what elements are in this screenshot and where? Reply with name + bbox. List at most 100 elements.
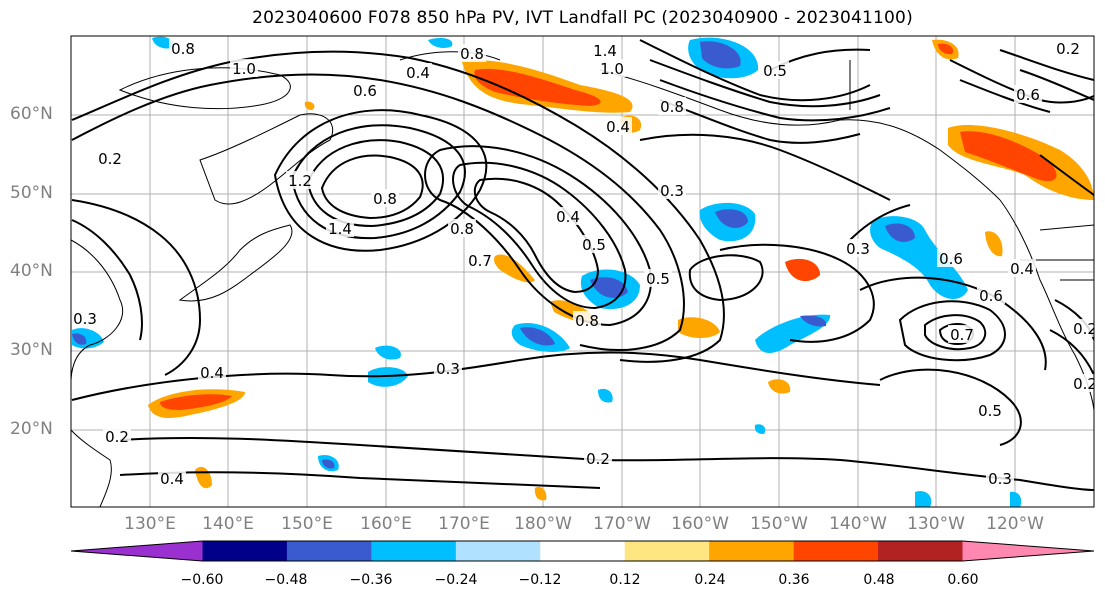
- contour-label-bg: [761, 61, 789, 79]
- contour-label-bg: [351, 81, 379, 99]
- contour-label: 0.3: [846, 240, 870, 258]
- shade-patch: [960, 131, 1057, 182]
- contour-label-bg: [71, 309, 99, 327]
- contour-label: 0.3: [660, 182, 684, 200]
- shade-patch: [915, 490, 932, 507]
- contour-label: 0.8: [450, 220, 474, 238]
- lon-label: 150°W: [750, 514, 808, 534]
- contour-label: 0.2: [105, 428, 129, 446]
- lon-label: 130°E: [124, 514, 176, 534]
- contour-label: 0.2: [98, 150, 122, 168]
- contour-label-bg: [371, 189, 399, 207]
- shade-patch: [375, 345, 401, 360]
- lon-label: 140°E: [202, 514, 254, 534]
- contour-label-bg: [573, 311, 601, 329]
- gridlines: [71, 36, 1094, 507]
- contour-label: 0.8: [460, 45, 484, 63]
- colorbar-segment: [962, 541, 1094, 561]
- shade-patch: [72, 333, 87, 345]
- contour-labels: 0.81.0 0.40.61.41.0 0.50.80.60.40.80.21.21…: [71, 39, 1097, 488]
- shade-patch: [1010, 491, 1022, 507]
- contour-label: 0.3: [436, 360, 460, 378]
- contour-label-bg: [434, 359, 462, 377]
- colorbar-tick-label: 0.12: [609, 572, 641, 588]
- lon-label: 170°W: [593, 514, 651, 534]
- lon-label: 160°W: [671, 514, 729, 534]
- contour-label: 0.2: [586, 450, 610, 468]
- lon-label: 160°E: [360, 514, 412, 534]
- shade-patch: [304, 101, 315, 110]
- contour-label-bg: [986, 469, 1014, 487]
- contour-label-bg: [404, 63, 432, 81]
- contour-label: 0.3: [73, 310, 97, 328]
- contour-label-bg: [103, 427, 131, 445]
- shade-patch: [715, 209, 748, 228]
- contour-label: 1.4: [328, 220, 352, 238]
- contour-label: 0.2: [1056, 40, 1080, 58]
- contour-label: 0.6: [353, 82, 377, 100]
- colorbar-segment: [71, 541, 203, 561]
- shade-patch: [520, 327, 555, 346]
- contour-label: 0.5: [646, 270, 670, 288]
- shade-patch: [678, 317, 720, 338]
- shade-patch: [160, 394, 232, 410]
- shade-patch: [428, 38, 453, 48]
- contour-label-bg: [844, 239, 872, 257]
- colorbar-segment: [878, 541, 964, 561]
- contour-label-bg: [1054, 39, 1082, 57]
- shade-patch: [322, 459, 335, 469]
- contour-label: 0.8: [171, 40, 195, 58]
- contour-label-bg: [1071, 374, 1094, 392]
- contour-label: 0.4: [556, 208, 580, 226]
- contour-label: 0.2: [1073, 375, 1097, 393]
- lon-label: 130°W: [907, 514, 965, 534]
- shade-patch: [534, 486, 547, 501]
- contour-label-bg: [448, 219, 476, 237]
- colorbar: [70, 540, 1095, 562]
- contour-label-bg: [598, 59, 626, 77]
- contour-label: 0.3: [988, 470, 1012, 488]
- lon-label: 120°W: [986, 514, 1044, 534]
- contour-label-bg: [1071, 319, 1094, 337]
- contour-label: 1.0: [232, 60, 256, 78]
- contour-label-bg: [591, 41, 619, 59]
- lat-label: 60°N: [10, 104, 53, 124]
- colorbar-tick-label: 0.60: [947, 572, 979, 588]
- contour-label: 0.5: [582, 236, 606, 254]
- contour-label: 0.8: [373, 190, 397, 208]
- lon-label: 170°E: [438, 514, 490, 534]
- shade-patch: [700, 41, 741, 69]
- contour-label: 0.4: [1010, 260, 1034, 278]
- lon-label: 180°W: [514, 514, 572, 534]
- contour-label: 0.5: [978, 402, 1002, 420]
- colorbar-tick-label: −0.48: [264, 572, 308, 588]
- contour-label-bg: [1014, 85, 1042, 103]
- colorbar-segment: [709, 541, 795, 561]
- colorbar-tick-label: 0.36: [778, 572, 810, 588]
- contour-label: 0.4: [406, 64, 430, 82]
- contour-label-bg: [644, 269, 672, 287]
- contour-label-bg: [326, 219, 354, 237]
- contour-label: 0.4: [160, 470, 184, 488]
- shade-patch: [152, 36, 174, 49]
- shade-patch: [474, 68, 601, 106]
- colorbar-segment: [624, 541, 710, 561]
- colorbar-segment: [202, 541, 288, 561]
- contour-label: 0.4: [606, 118, 630, 136]
- shade-patch: [985, 231, 1003, 257]
- contour-label-bg: [976, 401, 1004, 419]
- contour-label: 1.0: [600, 60, 624, 78]
- contour-label-bg: [554, 207, 582, 225]
- contour-label-bg: [1008, 259, 1036, 277]
- shade-patch: [368, 367, 408, 387]
- contour-label: 0.4: [200, 364, 224, 382]
- lat-label: 40°N: [10, 261, 53, 281]
- contour-label-bg: [604, 117, 632, 135]
- contour-label: 1.2: [288, 172, 312, 190]
- contour-label-bg: [658, 97, 686, 115]
- contour-label-bg: [158, 469, 186, 487]
- contour-label-bg: [286, 171, 314, 189]
- shade-patch: [800, 315, 827, 327]
- colorbar-tick-label: −0.24: [434, 572, 478, 588]
